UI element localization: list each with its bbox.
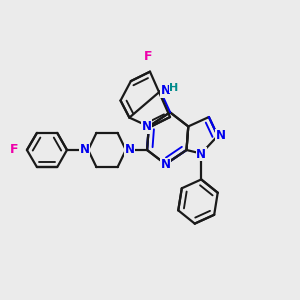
Text: F: F xyxy=(10,143,18,157)
Text: N: N xyxy=(216,129,226,142)
Text: N: N xyxy=(80,143,90,157)
Text: N: N xyxy=(124,143,134,157)
Text: H: H xyxy=(169,83,178,93)
Text: N: N xyxy=(160,158,171,171)
Text: N: N xyxy=(196,148,206,160)
Text: F: F xyxy=(144,50,153,63)
Text: N: N xyxy=(160,84,171,97)
Text: N: N xyxy=(142,120,152,133)
